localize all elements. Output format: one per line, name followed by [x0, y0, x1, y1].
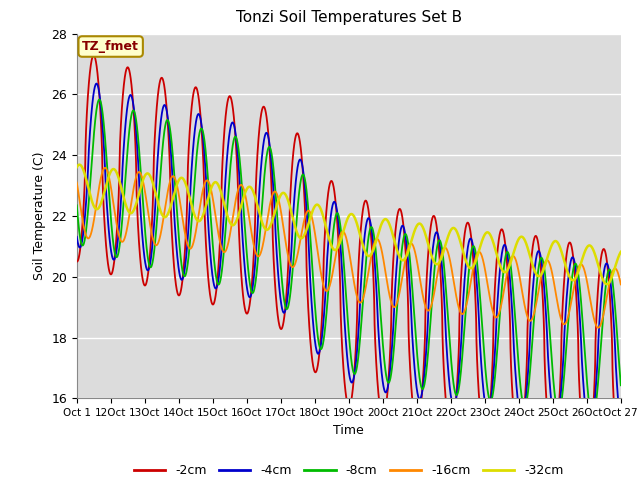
-4cm — [301, 191, 309, 197]
-16cm — [573, 269, 581, 275]
-32cm — [600, 279, 608, 285]
Line: -2cm: -2cm — [77, 55, 621, 465]
Title: Tonzi Soil Temperatures Set B: Tonzi Soil Temperatures Set B — [236, 11, 462, 25]
-16cm — [600, 308, 608, 313]
-8cm — [301, 180, 309, 185]
-16cm — [301, 213, 309, 218]
-2cm — [73, 259, 81, 264]
-32cm — [76, 162, 83, 168]
Legend: -2cm, -4cm, -8cm, -16cm, -32cm: -2cm, -4cm, -8cm, -16cm, -32cm — [129, 459, 568, 480]
-4cm — [73, 234, 81, 240]
-16cm — [468, 271, 476, 277]
-32cm — [73, 164, 81, 170]
-32cm — [468, 265, 476, 271]
-32cm — [301, 229, 309, 235]
-8cm — [468, 245, 476, 251]
-32cm — [332, 247, 339, 253]
-4cm — [93, 81, 100, 86]
-2cm — [617, 462, 625, 468]
-4cm — [600, 266, 608, 272]
-2cm — [600, 246, 608, 252]
-2cm — [573, 309, 581, 315]
-16cm — [101, 165, 109, 171]
-8cm — [589, 416, 596, 421]
-32cm — [306, 216, 314, 222]
-8cm — [600, 297, 608, 303]
-8cm — [95, 96, 103, 102]
-32cm — [617, 249, 625, 255]
-8cm — [617, 383, 625, 388]
-32cm — [603, 281, 611, 287]
Line: -8cm: -8cm — [77, 99, 621, 419]
Line: -4cm: -4cm — [77, 84, 621, 431]
-4cm — [573, 279, 581, 285]
-2cm — [332, 197, 339, 203]
-16cm — [332, 254, 339, 260]
-16cm — [617, 281, 625, 287]
-4cm — [332, 200, 339, 206]
-4cm — [586, 428, 593, 433]
-8cm — [573, 264, 581, 270]
-4cm — [468, 239, 476, 244]
-2cm — [306, 331, 314, 337]
Y-axis label: Soil Temperature (C): Soil Temperature (C) — [33, 152, 45, 280]
-4cm — [617, 424, 625, 430]
-16cm — [595, 325, 602, 331]
Text: TZ_fmet: TZ_fmet — [82, 40, 139, 53]
Line: -32cm: -32cm — [77, 165, 621, 284]
-16cm — [73, 180, 81, 185]
-32cm — [573, 272, 581, 277]
-8cm — [73, 203, 81, 208]
-2cm — [301, 218, 309, 224]
Line: -16cm: -16cm — [77, 168, 621, 328]
X-axis label: Time: Time — [333, 424, 364, 437]
-8cm — [306, 227, 314, 233]
-4cm — [306, 270, 314, 276]
-8cm — [332, 214, 339, 220]
-16cm — [306, 209, 314, 215]
-2cm — [468, 243, 476, 249]
-2cm — [90, 52, 97, 58]
